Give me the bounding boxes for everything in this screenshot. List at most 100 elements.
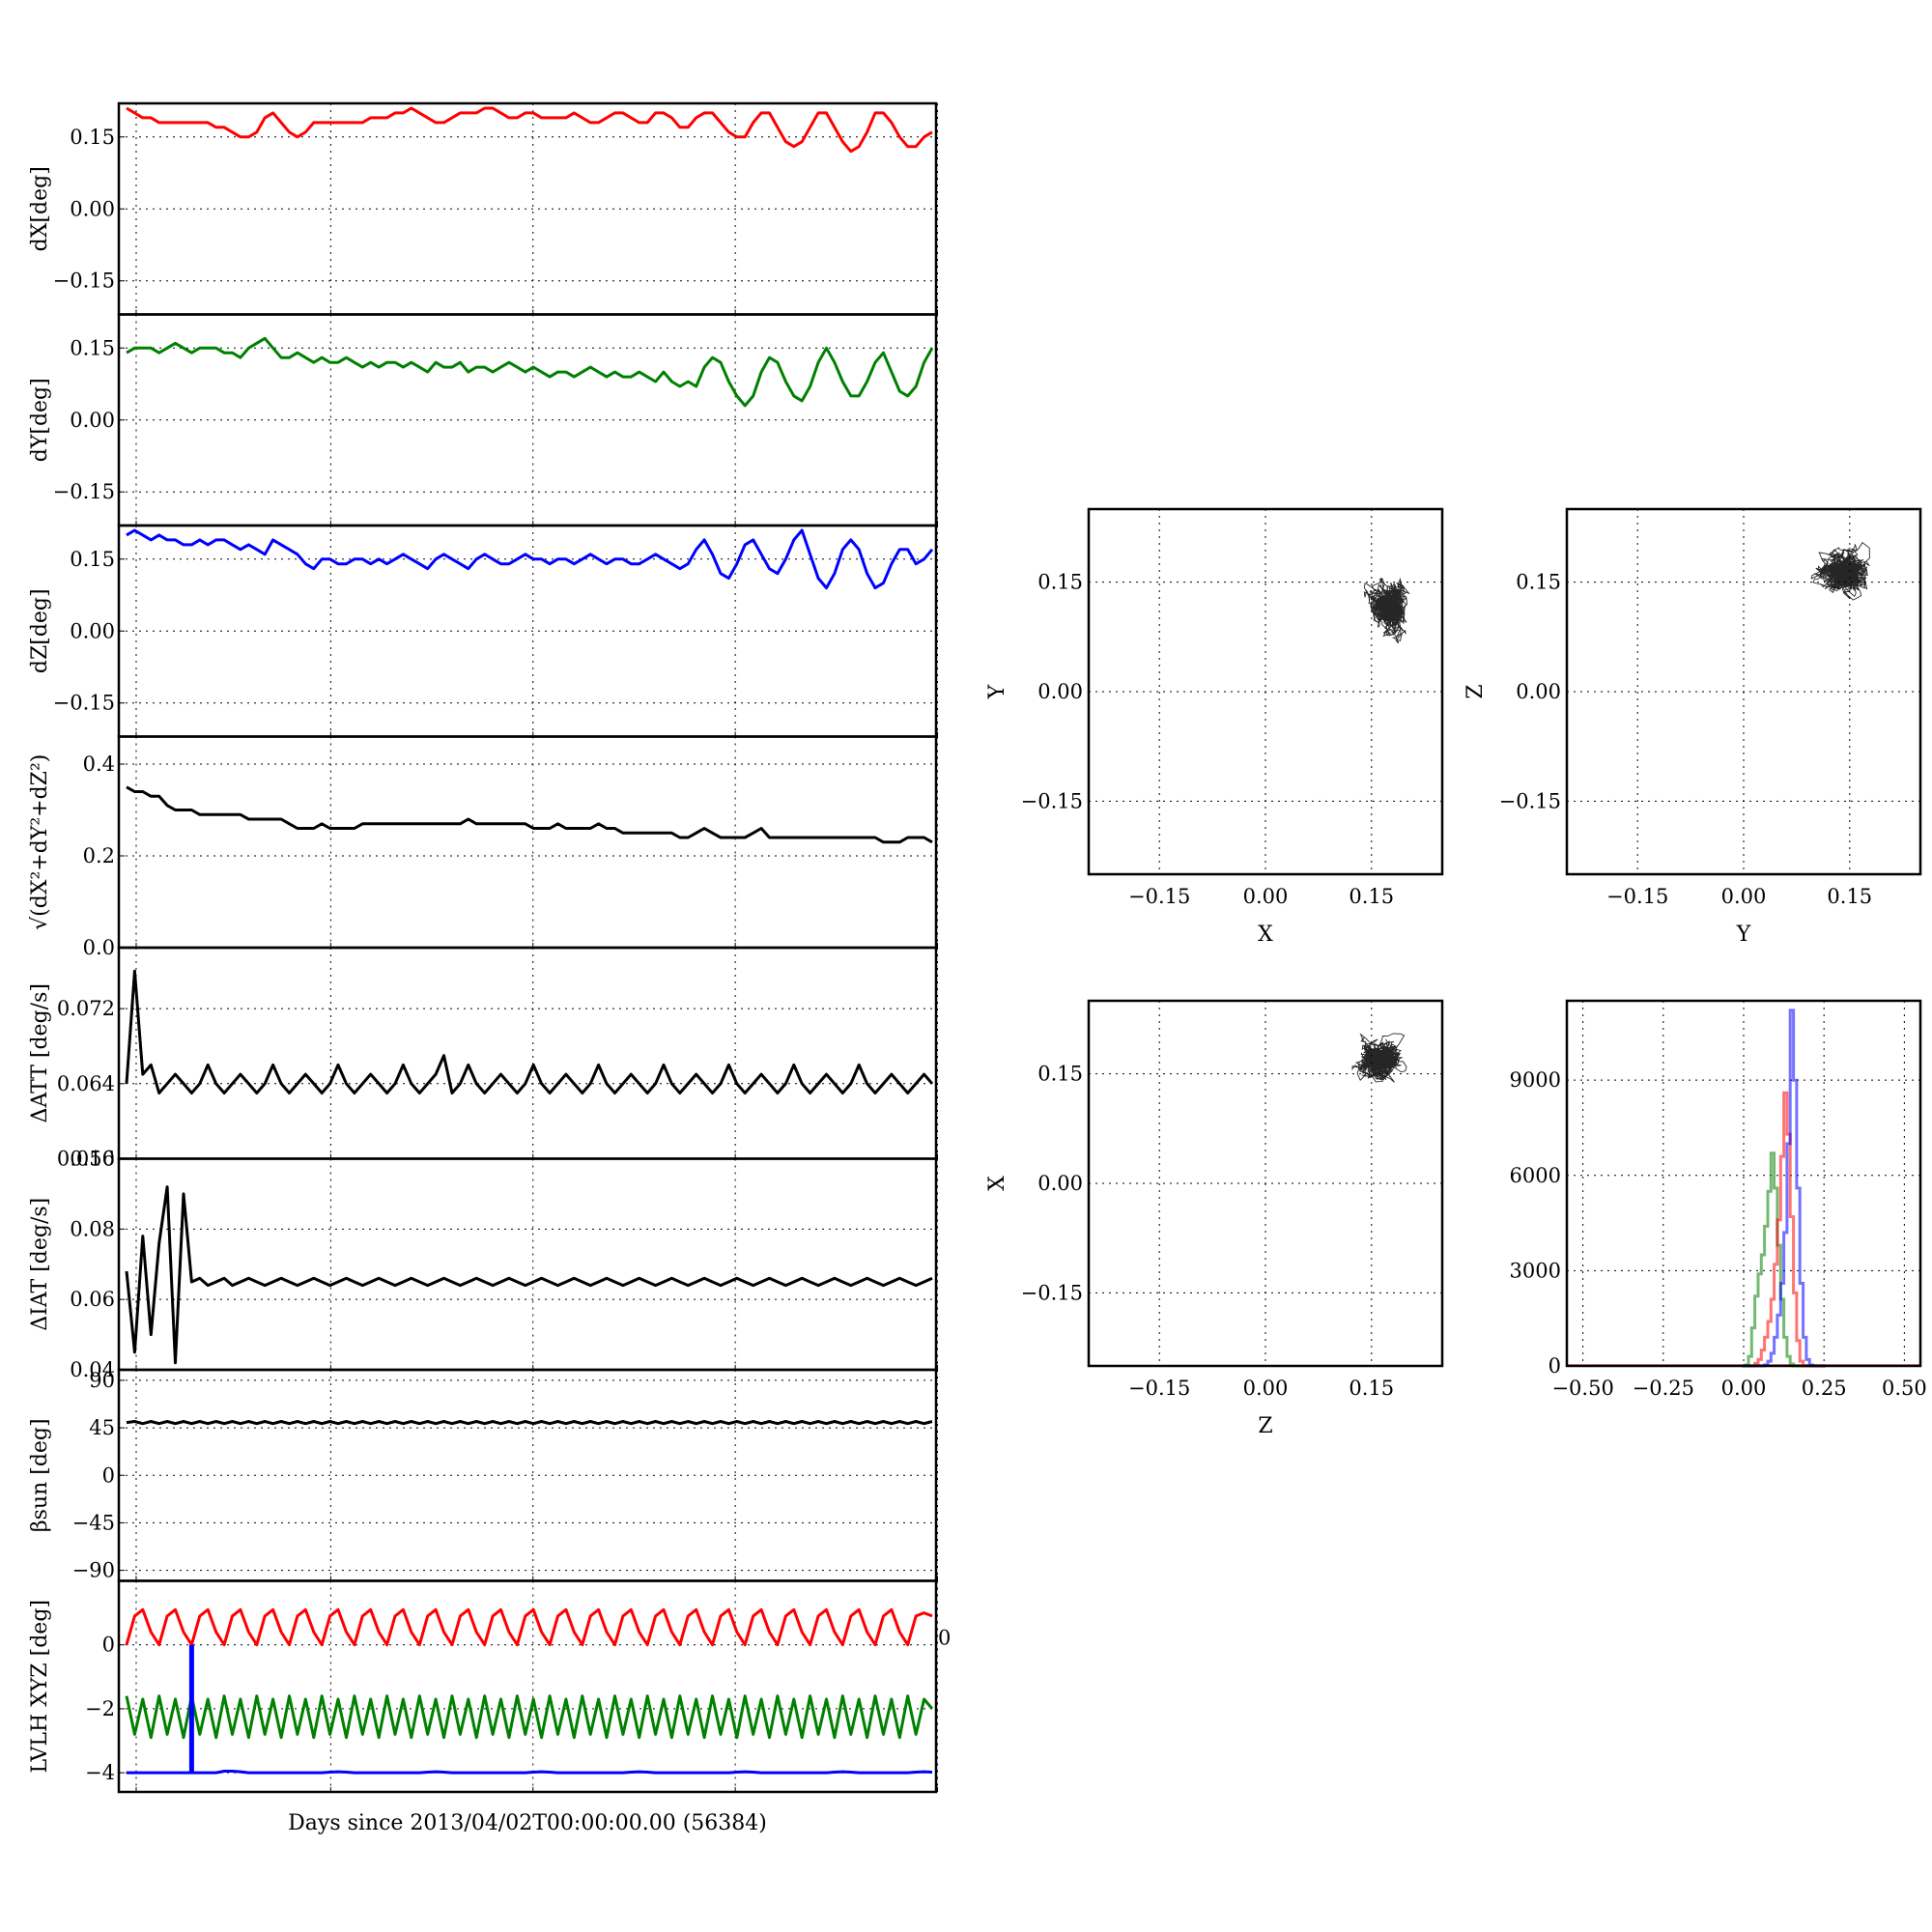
x-axis-label: Z [1258, 1414, 1272, 1438]
y-tick-label: −0.15 [53, 480, 115, 503]
x-tick-label: 0.15 [1349, 885, 1394, 908]
y-axis-label: LVLH XYZ [deg] [28, 1600, 52, 1774]
series-line-diat-0 [125, 1185, 933, 1365]
y-tick-label: 0.10 [70, 1148, 115, 1171]
y-axis-label: ΔIAT [deg/s] [28, 1198, 52, 1331]
panel-lvlh: 0 −2 −4 0 LVLH XYZ [deg] [28, 1579, 951, 1794]
y-tick-label: 0.06 [70, 1288, 115, 1311]
x-tick-label: −0.50 [1551, 1377, 1613, 1400]
y-tick-label: 0.15 [70, 336, 115, 359]
x-tick-label: −0.15 [1128, 885, 1190, 908]
series-line-lvlh-2 [127, 1770, 933, 1775]
y-tick-label: −45 [72, 1511, 115, 1534]
x-tick-label: 0.15 [1349, 1377, 1394, 1400]
panel-beta: 90 45 0 −45 −90 βsun [deg] [28, 1368, 939, 1582]
panel-frame [1087, 999, 1444, 1368]
y-axis-label: Z [1463, 684, 1488, 698]
x-tick-label: 0.00 [1721, 885, 1767, 908]
y-tick-label: −0.15 [1021, 789, 1083, 812]
panel-yz: −0.15 0.00 0.15 0.15 0.00 −0.15 Y Z [1463, 507, 1922, 947]
x-tick-label: 0.25 [1802, 1377, 1847, 1400]
y-tick-label: −0.15 [53, 692, 115, 715]
y-tick-label: −90 [72, 1559, 115, 1582]
y-axis-label: Y [985, 684, 1009, 699]
y-tick-label: 0.08 [70, 1217, 115, 1240]
series-line-beta-0 [126, 1420, 933, 1426]
panel-zx: −0.15 0.00 0.15 0.15 0.00 −0.15 Z X [985, 999, 1444, 1438]
panel-frame [1565, 999, 1922, 1368]
x-tick-label: 0.00 [1721, 1377, 1767, 1400]
x-tick-label: −0.25 [1633, 1377, 1694, 1400]
x-tick-label: 0.00 [1243, 885, 1289, 908]
y-tick-label: −4 [85, 1761, 115, 1784]
series-line-dz-0 [126, 528, 934, 590]
y-tick-label: 0.04 [70, 1358, 115, 1381]
y-tick-label: 0 [102, 1634, 115, 1657]
y-tick-label: 45 [89, 1416, 115, 1439]
y-tick-label: 0.00 [70, 409, 115, 432]
series-line-norm-0 [126, 785, 933, 844]
y-tick-label: 0.15 [1037, 571, 1083, 594]
y-tick-label: 0.15 [1516, 571, 1561, 594]
y-tick-label: 6000 [1510, 1164, 1561, 1187]
y-tick-label: 0.00 [70, 197, 115, 220]
x-axis-label: X [1258, 923, 1273, 947]
y-tick-label: 9000 [1510, 1068, 1561, 1092]
scatter-trace-xy [1363, 577, 1410, 644]
y-tick-label: 0.4 [83, 753, 115, 776]
scatter-trace-zx [1351, 1033, 1407, 1083]
y-tick-label: 0.2 [83, 844, 115, 867]
x-axis-label: Y [1736, 923, 1751, 947]
y-tick-label: 0.00 [1037, 680, 1083, 703]
y-tick-label: 0.064 [57, 1072, 115, 1095]
x-axis-label: Days since 2013/04/02T00:00:00.00 (56384… [288, 1811, 767, 1835]
panel-frame [117, 735, 938, 950]
panel-norm: 0.4 0.2 0.0 √(dX²+dY²+dZ²) [28, 735, 939, 959]
y-axis-label: √(dX²+dY²+dZ²) [28, 754, 52, 930]
series-line-dx-0 [126, 106, 933, 154]
y-tick-label: 0 [1548, 1354, 1561, 1378]
y-tick-label: −0.15 [1499, 789, 1561, 812]
x-tick-label: −0.15 [1606, 885, 1668, 908]
y-axis-label: X [985, 1176, 1009, 1191]
y-tick-label: 3000 [1510, 1259, 1561, 1282]
panel-hist: −0.50 −0.25 0.00 0.25 0.50 9000 6000 3000 0 [1510, 999, 1927, 1400]
y-tick-label: −0.15 [1021, 1281, 1083, 1304]
series-line-lvlh-1 [125, 1694, 934, 1740]
y-tick-label: 0.072 [57, 997, 115, 1020]
panel-frame [1565, 507, 1922, 876]
series-line-dy-0 [126, 336, 934, 408]
y-axis-label: βsun [deg] [28, 1418, 52, 1532]
y-tick-label: 0.00 [1037, 1172, 1083, 1195]
x-tick-label: 0.15 [1827, 885, 1872, 908]
scatter-trace-yz [1810, 542, 1870, 601]
panel-frame [117, 1579, 938, 1794]
y-tick-label: 0.15 [1037, 1063, 1083, 1086]
panel-frame [1087, 507, 1444, 876]
y-tick-label: 0.00 [70, 619, 115, 642]
y-tick-label: 0.00 [1516, 680, 1561, 703]
y-tick-label: −0.15 [53, 270, 115, 293]
y-tick-label: 90 [89, 1369, 115, 1392]
x-tick-label: 0.00 [1243, 1377, 1289, 1400]
y-tick-label: 0.15 [70, 126, 115, 149]
panel-frame [117, 946, 938, 1160]
y-axis-label: dY[deg] [28, 378, 52, 462]
y-axis-label: dX[deg] [28, 166, 52, 251]
series-line-lvlh-0 [125, 1607, 933, 1647]
y-tick-label: 0.15 [70, 548, 115, 571]
series-line-datt-0 [125, 969, 934, 1094]
panel-diat: 0.10 0.08 0.06 0.04 ΔIAT [deg/s] [28, 1148, 939, 1381]
y-tick-label: −2 [85, 1697, 115, 1720]
x-tick-label: −0.15 [1128, 1377, 1190, 1400]
y-tick-label: 0.0 [83, 936, 115, 959]
panel-frame [117, 1157, 938, 1372]
panel-datt: 0.072 0.064 0.056 ΔATT [deg/s] [28, 946, 939, 1171]
x-tick-label: 0.50 [1882, 1377, 1927, 1400]
y-tick-label: 0.056 [57, 1148, 115, 1171]
y-tick-label: 0 [102, 1463, 115, 1487]
